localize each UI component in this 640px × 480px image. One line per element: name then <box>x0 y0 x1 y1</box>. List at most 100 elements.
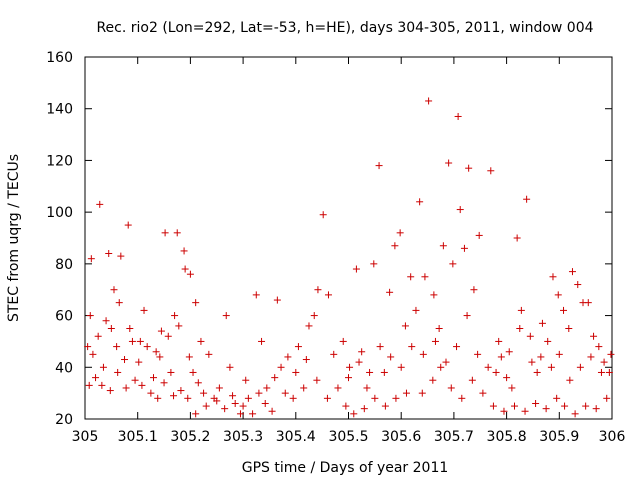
data-point <box>117 252 125 260</box>
data-point <box>197 337 205 345</box>
axis-ticks: 305 305.1 305.2 305.3 305.4 305.5 305.6 305.7 30… <box>46 50 625 445</box>
data-point <box>587 353 595 361</box>
data-point <box>177 387 185 395</box>
data-point <box>236 410 244 418</box>
data-point <box>592 405 600 413</box>
data-point <box>192 410 200 418</box>
data-point <box>319 211 327 219</box>
data-point <box>135 358 143 366</box>
data-point <box>98 381 106 389</box>
data-point <box>85 381 93 389</box>
data-points <box>84 97 615 418</box>
data-point <box>231 399 239 407</box>
data-point <box>189 368 197 376</box>
data-point <box>84 343 92 351</box>
data-point <box>538 319 546 327</box>
data-point <box>442 358 450 366</box>
data-point <box>128 337 136 345</box>
data-point <box>449 260 457 268</box>
data-point <box>397 363 405 371</box>
data-point <box>215 384 223 392</box>
data-point <box>363 384 371 392</box>
y-tick-label: 80 <box>55 257 73 273</box>
data-point <box>561 402 569 410</box>
data-point <box>289 394 297 402</box>
data-point <box>154 394 162 402</box>
data-point <box>416 198 424 206</box>
y-axis-label: STEC from uqrg / TECUs <box>6 154 22 322</box>
data-point <box>170 392 178 400</box>
x-tick-label: 305 <box>72 429 99 445</box>
data-point <box>86 312 94 320</box>
data-point <box>435 325 443 332</box>
data-point <box>313 376 321 384</box>
data-point <box>408 343 416 351</box>
data-point <box>497 353 505 361</box>
chart-title: Rec. rio2 (Lon=292, Lat=-53, h=HE), days… <box>96 20 593 36</box>
data-point <box>595 343 603 351</box>
data-point <box>184 394 192 402</box>
data-point <box>263 384 271 392</box>
data-point <box>487 167 495 175</box>
data-point <box>605 368 613 376</box>
data-point <box>284 353 292 361</box>
data-point <box>360 405 368 413</box>
data-point <box>549 273 557 281</box>
data-point <box>147 389 155 397</box>
data-point <box>314 286 322 294</box>
data-point <box>537 353 545 361</box>
data-point <box>292 368 300 376</box>
data-point <box>202 402 210 410</box>
data-point <box>330 350 338 358</box>
data-point <box>387 353 395 361</box>
data-point <box>521 407 529 415</box>
x-tick-label: 305.1 <box>118 429 158 445</box>
data-point <box>371 394 379 402</box>
data-point <box>124 221 132 229</box>
data-point <box>554 291 562 299</box>
data-point <box>226 363 234 371</box>
data-point <box>342 402 350 410</box>
y-tick-label: 120 <box>46 153 73 169</box>
x-tick-label: 305.7 <box>434 429 474 445</box>
data-point <box>167 368 175 376</box>
data-point <box>114 368 122 376</box>
data-point <box>105 250 113 258</box>
data-point <box>468 376 476 384</box>
data-point <box>582 402 590 410</box>
data-point <box>600 358 608 366</box>
data-point <box>136 337 144 345</box>
data-point <box>454 112 462 120</box>
data-point <box>470 286 478 294</box>
data-point <box>185 353 193 361</box>
data-point <box>492 368 500 376</box>
data-point <box>102 317 110 325</box>
data-point <box>115 299 123 307</box>
data-point <box>590 332 598 340</box>
data-point <box>126 325 134 332</box>
data-point <box>261 399 269 407</box>
y-tick-label: 160 <box>46 50 73 66</box>
data-point <box>508 384 516 392</box>
data-point <box>553 394 561 402</box>
data-point <box>513 234 521 242</box>
data-point <box>380 368 388 376</box>
data-point <box>465 164 473 172</box>
x-tick-label: 305.4 <box>276 429 316 445</box>
data-point <box>244 394 252 402</box>
plot-frame <box>84 56 613 420</box>
y-tick-label: 100 <box>46 205 73 221</box>
data-point <box>213 397 221 405</box>
data-point <box>355 358 363 366</box>
data-point <box>122 384 130 392</box>
x-tick-label: 305.8 <box>487 429 527 445</box>
data-point <box>273 296 281 304</box>
data-point <box>375 162 383 170</box>
data-point <box>429 376 437 384</box>
data-point <box>252 291 260 299</box>
data-point <box>164 332 172 340</box>
data-point <box>533 368 541 376</box>
data-point <box>555 350 563 358</box>
data-point <box>358 348 366 356</box>
